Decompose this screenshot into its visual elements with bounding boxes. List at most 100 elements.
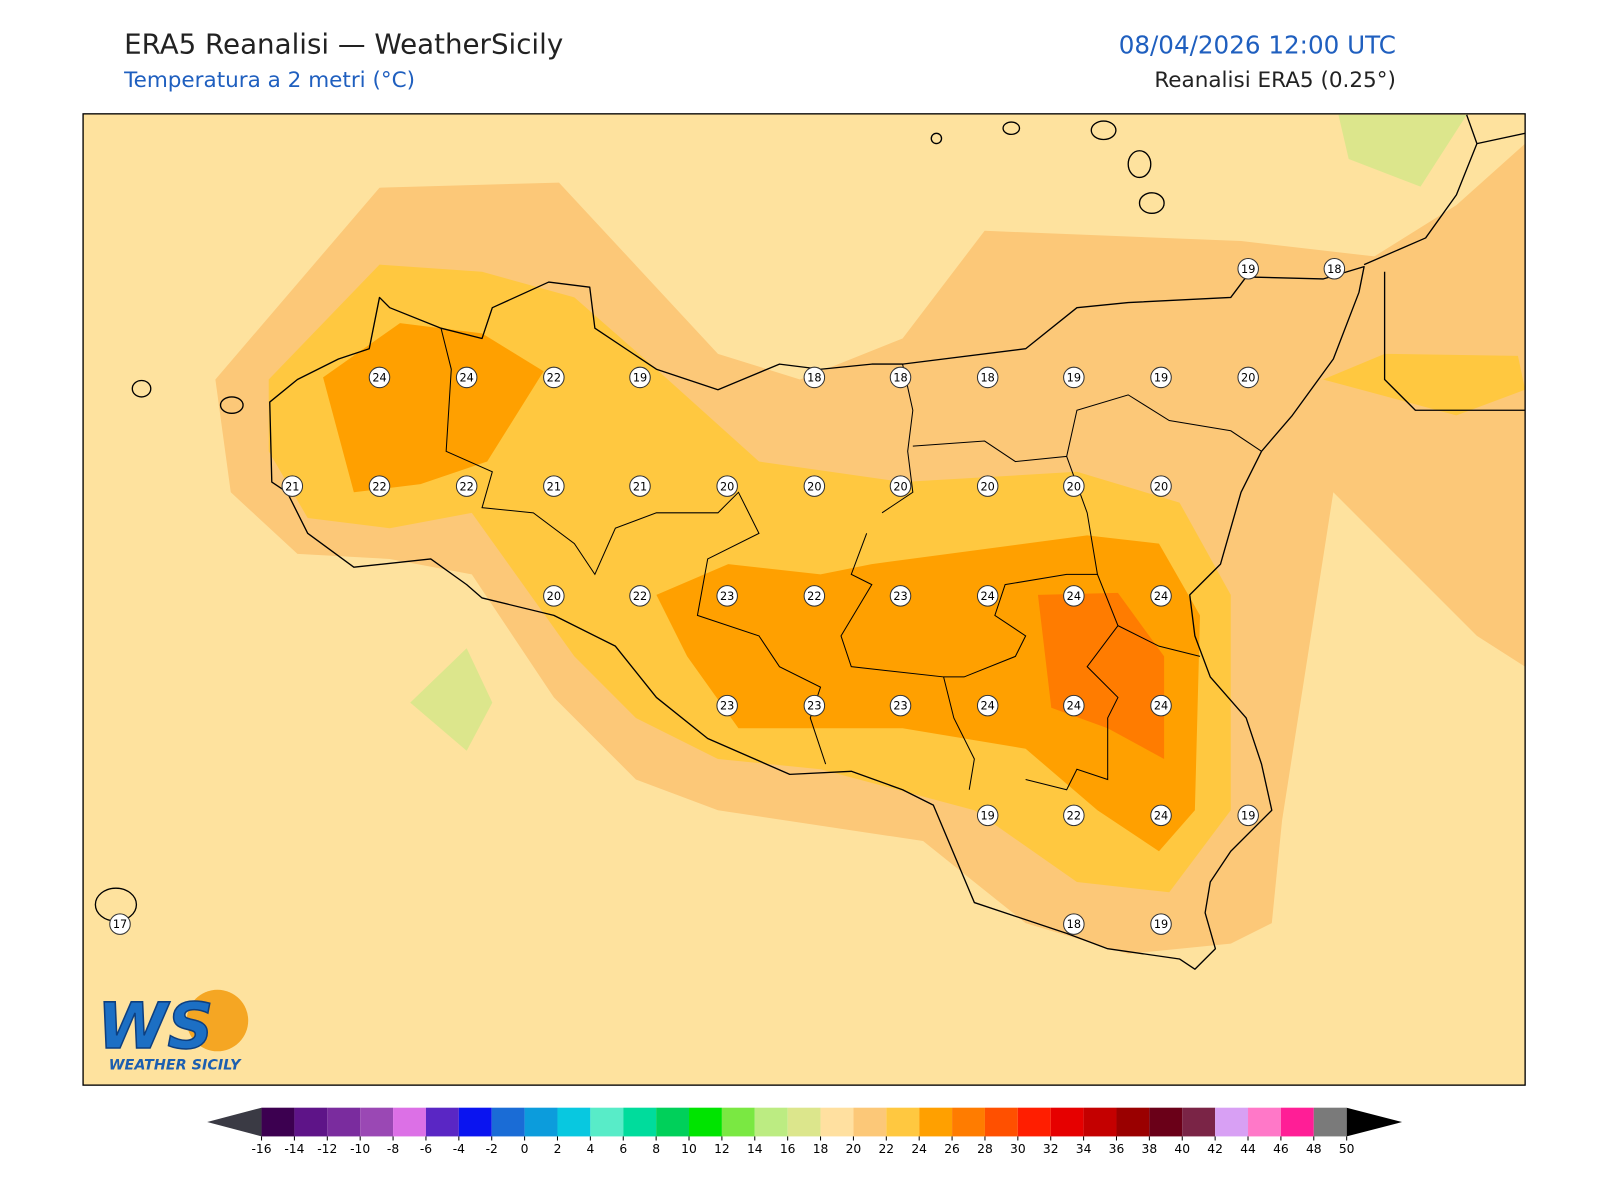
- contour-22-24: [323, 323, 544, 493]
- station-marker: [1063, 694, 1085, 717]
- station-value: 18: [1067, 918, 1081, 931]
- colorbar-bin: [886, 1107, 920, 1137]
- station-value: 21: [285, 480, 299, 493]
- colorbar-tick-label: 48: [1306, 1142, 1322, 1156]
- station-value: 18: [981, 372, 995, 385]
- station-marker: [1150, 804, 1172, 827]
- station-value: 22: [633, 590, 647, 603]
- station-value: 18: [893, 372, 907, 385]
- colorbar-bin: [820, 1107, 854, 1137]
- coastline-calabria: [1363, 114, 1526, 411]
- colorbar-bin: [1017, 1107, 1051, 1137]
- station-value: 24: [1154, 590, 1168, 603]
- colorbar-tick-label: 46: [1273, 1142, 1289, 1156]
- datetime: 08/04/2026 12:00 UTC: [1119, 30, 1396, 59]
- station-value: 20: [981, 480, 995, 493]
- station-marker: [543, 475, 565, 497]
- colorbar-bin: [327, 1107, 361, 1137]
- station-marker: [1063, 585, 1085, 607]
- colorbar-bin: [1313, 1107, 1347, 1137]
- station-value: 22: [1067, 809, 1081, 822]
- station-marker: [803, 475, 826, 497]
- station-marker: [803, 366, 826, 389]
- station-marker: [543, 366, 565, 389]
- colorbar-tick-label: 42: [1207, 1142, 1223, 1156]
- station-value: 24: [1067, 590, 1081, 603]
- colorbar-bin: [919, 1107, 953, 1137]
- colorbar-bin: [393, 1107, 426, 1137]
- station-value: 23: [720, 590, 734, 603]
- station-value: 20: [893, 480, 907, 493]
- colorbar-tick-label: 36: [1109, 1142, 1125, 1156]
- station-value: 20: [547, 590, 561, 603]
- colorbar-bin: [590, 1107, 624, 1137]
- station-value: 23: [807, 700, 821, 713]
- title: ERA5 Reanalisi — WeatherSicily: [124, 27, 563, 60]
- station-value: 24: [459, 372, 473, 385]
- station-value: 19: [1154, 372, 1168, 385]
- station-value: 19: [1154, 918, 1168, 931]
- source: Reanalisi ERA5 (0.25°): [1154, 68, 1396, 93]
- colorbar-tick-label: 8: [652, 1142, 660, 1156]
- station-value: 20: [1067, 480, 1081, 493]
- island: [930, 132, 943, 145]
- colorbar-tick-label: 4: [586, 1142, 594, 1156]
- stations: 19 18 24 24 22 19 18 18 18 19 19 20 21 22 22 21 21 20 20 20…: [109, 257, 1346, 935]
- colorbar-bin: [261, 1107, 295, 1137]
- colorbar-tick-label: 26: [944, 1142, 960, 1156]
- station-value: 23: [720, 700, 734, 713]
- colorbar-tick-label: -4: [453, 1142, 465, 1156]
- colorbar-tick-label: -14: [284, 1142, 304, 1156]
- colorbar-bin: [557, 1107, 591, 1137]
- station-value: 21: [633, 480, 647, 493]
- colorbar-over: [1346, 1107, 1403, 1137]
- colorbar-tick-label: 32: [1043, 1142, 1059, 1156]
- station-marker: [889, 585, 912, 607]
- station-value: 24: [1154, 700, 1168, 713]
- station-value: 20: [807, 480, 821, 493]
- station-marker: [1237, 804, 1259, 827]
- station-marker: [889, 366, 912, 389]
- contour-20-22: [1323, 353, 1526, 416]
- station-marker: [109, 913, 131, 935]
- colorbar-bin: [754, 1107, 788, 1137]
- colorbar-bin: [787, 1107, 821, 1137]
- colorbar-bin: [360, 1107, 394, 1137]
- station-value: 24: [372, 372, 386, 385]
- island: [1090, 120, 1117, 141]
- colorbar-bin: [294, 1107, 328, 1137]
- station-value: 19: [1241, 809, 1255, 822]
- station-marker: [1063, 475, 1085, 497]
- colorbar-tick-label: -16: [251, 1142, 271, 1156]
- station-marker: [1063, 913, 1085, 935]
- island: [1138, 192, 1165, 214]
- station-value: 24: [981, 700, 995, 713]
- colorbar-bin: [656, 1107, 690, 1137]
- station-marker: [976, 694, 999, 717]
- station-value: 24: [981, 590, 995, 603]
- colorbar-under: [207, 1107, 262, 1137]
- colorbar-bin: [458, 1107, 492, 1137]
- colorbar-bin: [689, 1107, 722, 1137]
- logo-sun: [186, 989, 249, 1052]
- station-marker: [1237, 257, 1259, 280]
- colorbar-bin: [1248, 1107, 1281, 1137]
- station-marker: [629, 475, 651, 497]
- station-value: 17: [113, 918, 127, 931]
- station-value: 23: [893, 700, 907, 713]
- colorbar-bin: [524, 1107, 558, 1137]
- subtitle: Temperatura a 2 metri (°C): [123, 68, 415, 93]
- contour-24-26: [1037, 592, 1165, 759]
- colorbar-bin: [1149, 1107, 1183, 1137]
- station-value: 22: [372, 480, 386, 493]
- station-marker: [976, 804, 999, 827]
- logo-name: WEATHER SICILY: [109, 1058, 242, 1074]
- station-value: 19: [981, 809, 995, 822]
- colorbar-bin: [623, 1107, 657, 1137]
- station-marker: [889, 475, 912, 497]
- colorbar-tick-label: 22: [878, 1142, 894, 1156]
- station-marker: [1150, 366, 1172, 389]
- station-value: 22: [547, 372, 561, 385]
